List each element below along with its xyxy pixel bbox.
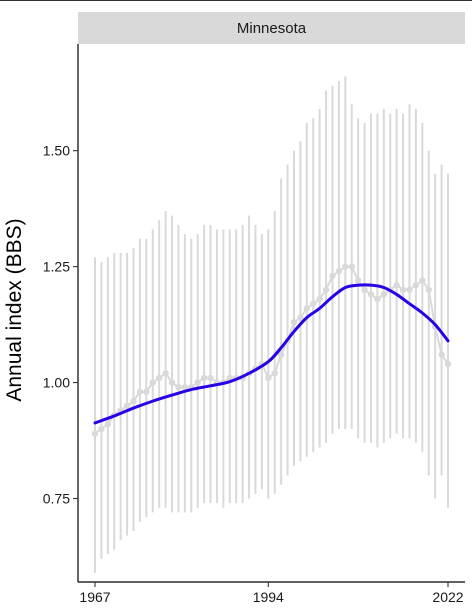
index-point-2003 — [322, 286, 330, 294]
y-tick-label-0.75: 0.75 — [43, 491, 70, 507]
index-point-1978 — [162, 370, 169, 377]
index-point-1973 — [130, 397, 137, 405]
x-tick-label-1967: 1967 — [79, 589, 110, 605]
index-point-2007 — [348, 263, 355, 270]
index-point-2015 — [399, 286, 407, 294]
index-point-2018 — [419, 277, 426, 284]
index-point-2004 — [329, 272, 336, 280]
index-line — [94, 265, 449, 435]
trend-group — [93, 283, 450, 425]
index-point-2005 — [335, 268, 343, 275]
index-point-2009 — [361, 286, 368, 294]
index-point-2010 — [367, 291, 375, 298]
interval-group — [94, 76, 449, 573]
panel-strip — [78, 12, 465, 44]
index-point-1999 — [297, 314, 304, 321]
y-axis-ticks: 0.75 1.00 1.25 1.50 — [43, 143, 78, 507]
index-point-2021 — [438, 351, 445, 358]
panel-strip-label: Minnesota — [237, 20, 307, 37]
index-point-2006 — [342, 263, 349, 270]
y-tick-label-1.00: 1.00 — [43, 375, 70, 391]
index-point-1975 — [143, 388, 150, 396]
y-tick-label-1.25: 1.25 — [43, 259, 70, 275]
index-point-1967 — [91, 430, 99, 437]
x-tick-label-2022: 2022 — [432, 589, 463, 605]
index-point-2011 — [374, 295, 381, 303]
y-axis-label: Annual index (BBS) — [3, 218, 26, 401]
index-point-1969 — [104, 421, 112, 428]
y-tick-label-1.50: 1.50 — [43, 143, 70, 159]
index-point-1980 — [175, 384, 182, 391]
index-point-1995 — [271, 370, 278, 377]
trend-line — [93, 283, 450, 425]
index-point-1983 — [194, 379, 201, 386]
index-point-2000 — [303, 305, 310, 312]
index-point-2001 — [310, 300, 317, 307]
index-point-2016 — [406, 286, 413, 294]
index-point-1979 — [168, 379, 176, 386]
x-tick-label-1994: 1994 — [253, 589, 284, 605]
index-point-1998 — [290, 319, 298, 326]
index-point-1968 — [98, 425, 105, 433]
index-point-1972 — [123, 402, 131, 409]
index-point-2012 — [380, 291, 388, 298]
index-point-1981 — [181, 384, 189, 391]
index-point-1984 — [200, 374, 208, 382]
index-point-2017 — [412, 281, 420, 289]
index-point-2002 — [316, 295, 323, 303]
index-point-2014 — [393, 281, 400, 289]
index-point-1974 — [136, 388, 144, 396]
index-point-1977 — [155, 374, 163, 382]
index-point-2008 — [354, 277, 362, 284]
index-point-2019 — [425, 286, 432, 294]
x-axis-ticks: 1967 1994 2022 — [79, 582, 464, 605]
index-point-1994 — [265, 374, 272, 382]
index-point-1976 — [149, 379, 156, 386]
index-point-1985 — [207, 374, 214, 382]
index-point-1996 — [277, 351, 285, 358]
index-point-2022 — [444, 360, 452, 368]
